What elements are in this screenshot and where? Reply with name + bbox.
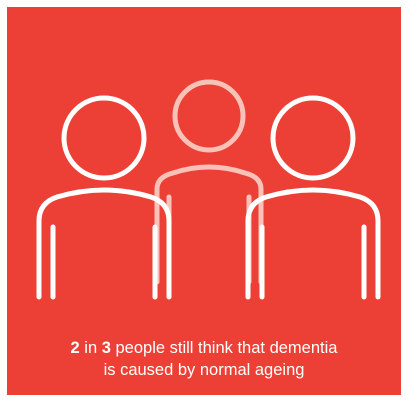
caption-line2: is caused by normal ageing (103, 361, 305, 379)
caption-total: 3 (101, 339, 111, 357)
person-left-icon (36, 95, 172, 300)
person-middle-icon (154, 79, 264, 285)
caption-in: in (79, 339, 102, 357)
person-right-icon (245, 95, 381, 300)
caption-line1: people still think that dementia (110, 339, 338, 357)
three-people-outline-icon (36, 79, 381, 300)
caption-count: 2 (70, 339, 80, 357)
infographic-card: 2 in 3 people still think that dementia … (7, 7, 401, 395)
caption: 2 in 3 people still think that dementia … (7, 337, 401, 381)
